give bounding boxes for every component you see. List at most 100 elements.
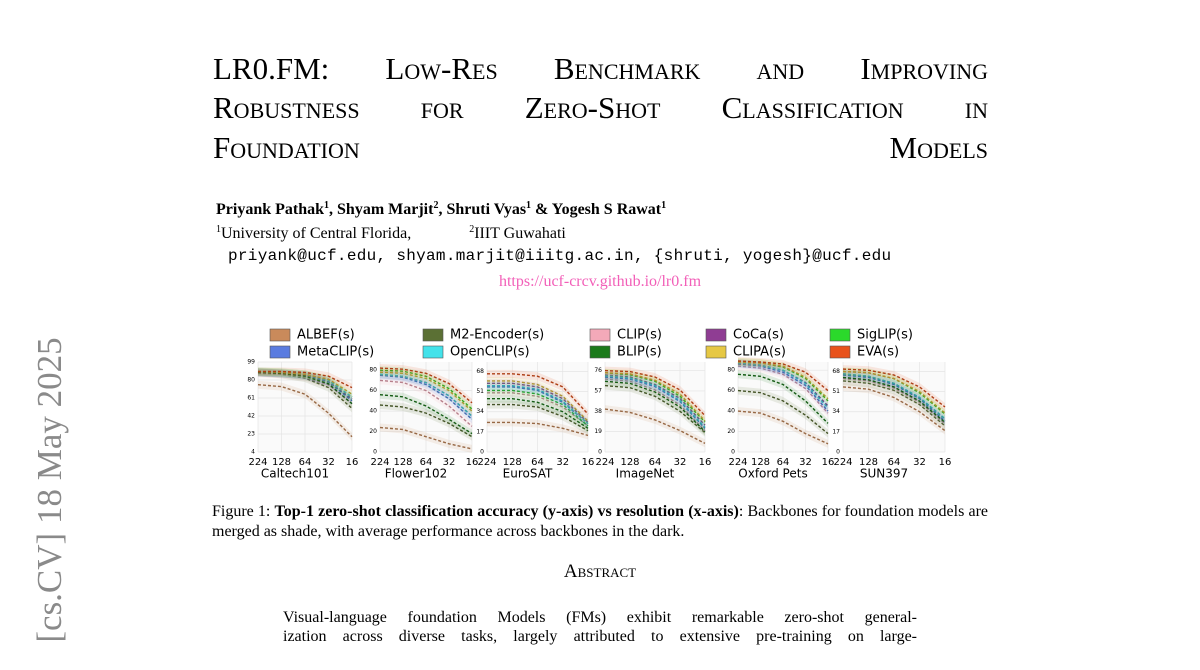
project-link[interactable]: https://ucf-crcv.github.io/lr0.fm bbox=[498, 273, 702, 290]
affil-sup: 2 bbox=[469, 224, 475, 235]
series-line bbox=[842, 374, 946, 422]
y-tick-label: 4 bbox=[251, 449, 255, 456]
series-line bbox=[487, 385, 589, 425]
caption-text: : Backbones for foundation models are me… bbox=[212, 503, 988, 540]
legend-swatch bbox=[269, 345, 291, 359]
y-tick-label: 51 bbox=[832, 388, 840, 395]
y-tick-label: 68 bbox=[476, 368, 484, 375]
legend-swatch bbox=[829, 328, 851, 342]
y-tick-label: 34 bbox=[476, 408, 484, 415]
shade-band bbox=[380, 400, 472, 441]
series-line bbox=[737, 365, 829, 414]
panel-title: Oxford Pets bbox=[738, 467, 807, 481]
legend-swatch bbox=[829, 345, 851, 359]
series-line bbox=[604, 372, 706, 422]
legend-swatch bbox=[589, 345, 611, 359]
panel-title: SUN397 bbox=[860, 467, 908, 481]
legend-swatch bbox=[705, 328, 727, 342]
x-tick-label: 16 bbox=[582, 457, 595, 468]
series-line bbox=[379, 374, 473, 420]
y-tick-label: 0 bbox=[598, 449, 602, 456]
x-tick-label: 64 bbox=[777, 457, 790, 468]
author: Priyank Pathak bbox=[216, 201, 325, 218]
series-line bbox=[737, 363, 829, 412]
legend-swatch bbox=[589, 328, 611, 342]
y-tick-label: 0 bbox=[480, 449, 484, 456]
x-tick-label: 16 bbox=[346, 457, 359, 468]
series-line bbox=[737, 361, 829, 400]
x-tick-label: 16 bbox=[699, 457, 712, 468]
shade-band bbox=[487, 369, 588, 419]
separator: & bbox=[531, 201, 552, 218]
x-tick-label: 224 bbox=[833, 457, 852, 468]
shade-band bbox=[738, 359, 828, 410]
series-line bbox=[604, 375, 706, 428]
author-sup: 1 bbox=[324, 200, 330, 211]
title-line: LR0.FM: Low-Res Benchmark and Improving bbox=[213, 51, 988, 86]
series-line bbox=[487, 403, 589, 432]
y-tick-label: 17 bbox=[832, 428, 840, 435]
series-line bbox=[258, 370, 353, 389]
shade-band bbox=[380, 376, 472, 431]
legend-label: CLIP(s) bbox=[617, 328, 662, 343]
series-line bbox=[842, 373, 946, 420]
series-line bbox=[487, 380, 589, 422]
figure-caption: Figure 1: Top-1 zero-shot classification… bbox=[212, 502, 988, 542]
legend-label: EVA(s) bbox=[857, 345, 899, 360]
x-tick-label: 224 bbox=[370, 457, 389, 468]
legend-swatch bbox=[705, 345, 727, 359]
y-tick-label: 80 bbox=[727, 367, 735, 374]
shade-band bbox=[380, 366, 472, 414]
y-tick-label: 17 bbox=[476, 428, 484, 435]
series-line bbox=[842, 368, 946, 408]
y-tick-label: 60 bbox=[727, 387, 735, 394]
legend-label: MetaCLIP(s) bbox=[297, 345, 374, 360]
y-tick-label: 51 bbox=[476, 388, 484, 395]
shade-band bbox=[605, 405, 705, 448]
shade-band bbox=[738, 362, 828, 418]
series-line bbox=[842, 376, 946, 423]
y-tick-label: 0 bbox=[731, 449, 735, 456]
shade-band bbox=[380, 423, 472, 453]
shade-band bbox=[258, 380, 352, 441]
series-line bbox=[379, 369, 473, 410]
y-tick-label: 0 bbox=[836, 449, 840, 456]
y-tick-label: 60 bbox=[369, 387, 377, 394]
legend-swatch bbox=[269, 328, 291, 342]
legend-label: SigLIP(s) bbox=[857, 328, 913, 343]
legend-label: CoCa(s) bbox=[733, 328, 784, 343]
shade-band bbox=[738, 407, 828, 448]
series-line bbox=[842, 380, 946, 427]
x-tick-label: 64 bbox=[420, 457, 433, 468]
series-line bbox=[487, 373, 589, 415]
shade-band bbox=[380, 390, 472, 438]
x-tick-label: 128 bbox=[620, 457, 639, 468]
series-line bbox=[379, 394, 473, 435]
y-tick-label: 80 bbox=[247, 377, 255, 384]
series-line bbox=[842, 386, 946, 432]
series-line bbox=[604, 378, 706, 432]
author-sup: 1 bbox=[661, 200, 667, 211]
author: Shyam Marjit bbox=[337, 201, 434, 218]
author-sup: 2 bbox=[433, 200, 439, 211]
affiliations: 1University of Central Florida, 2IIIT Guw… bbox=[216, 225, 566, 243]
legend-swatch bbox=[422, 328, 444, 342]
series-line bbox=[737, 373, 829, 424]
shade-band bbox=[258, 367, 352, 402]
y-tick-label: 34 bbox=[832, 408, 840, 415]
x-tick-label: 32 bbox=[443, 457, 456, 468]
x-tick-label: 128 bbox=[503, 457, 522, 468]
series-line bbox=[604, 408, 706, 445]
y-tick-label: 38 bbox=[594, 408, 602, 415]
y-tick-label: 61 bbox=[247, 395, 255, 402]
x-tick-label: 128 bbox=[751, 457, 770, 468]
x-tick-label: 64 bbox=[888, 457, 901, 468]
x-tick-label: 128 bbox=[272, 457, 291, 468]
shade-band bbox=[258, 368, 352, 403]
emails: priyank@ucf.edu, shyam.marjit@iiitg.ac.i… bbox=[228, 247, 892, 265]
affiliation: IIIT Guwahati bbox=[474, 225, 566, 242]
series-line bbox=[379, 379, 473, 427]
series-line bbox=[257, 384, 353, 438]
panel-title: EuroSAT bbox=[503, 467, 553, 481]
page: [cs.CV] 18 May 2025 LR0.FM: Low-Res Benc… bbox=[30, 51, 988, 645]
